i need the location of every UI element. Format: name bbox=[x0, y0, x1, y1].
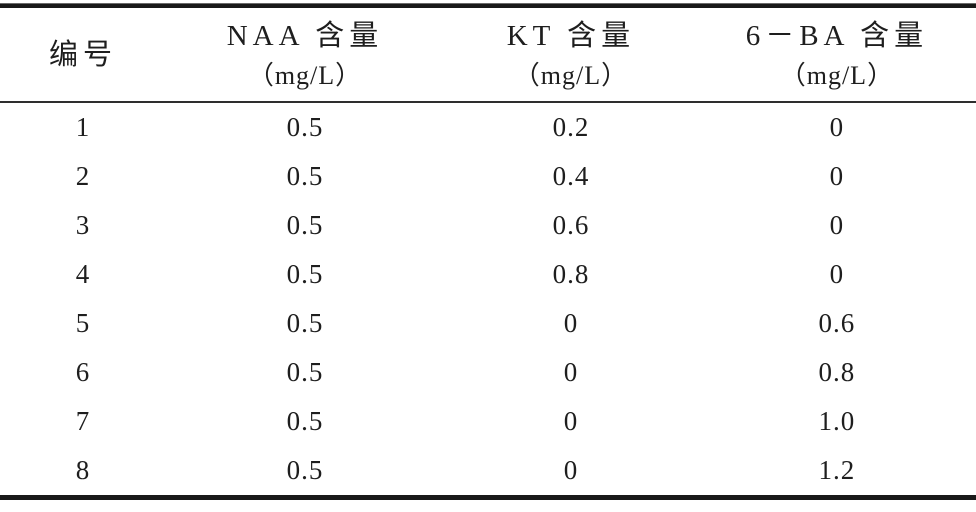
cell-ba: 0 bbox=[829, 210, 845, 240]
cell-naa: 0.5 bbox=[286, 406, 324, 436]
cell-naa: 0.5 bbox=[286, 112, 324, 142]
cell-id: 3 bbox=[75, 210, 91, 240]
cell-id: 7 bbox=[75, 406, 91, 436]
cell-kt: 0 bbox=[563, 357, 579, 387]
cell-naa: 0.5 bbox=[286, 210, 324, 240]
table-row: 2 0.5 0.4 0 bbox=[0, 152, 976, 201]
cell-kt: 0.4 bbox=[552, 161, 590, 191]
header-kt-label: KT 含量 bbox=[506, 19, 636, 52]
cell-ba: 0 bbox=[829, 161, 845, 191]
table-row: 8 0.5 0 1.2 bbox=[0, 446, 976, 495]
header-cell-id: 编号 bbox=[0, 8, 166, 103]
cell-naa: 0.5 bbox=[286, 308, 324, 338]
cell-naa: 0.5 bbox=[286, 357, 324, 387]
cell-ba: 0.8 bbox=[818, 357, 856, 387]
cell-kt: 0 bbox=[563, 406, 579, 436]
cell-kt: 0.6 bbox=[552, 210, 590, 240]
header-ba-unit: （mg/L） bbox=[779, 60, 895, 90]
table-row: 1 0.5 0.2 0 bbox=[0, 102, 976, 152]
cell-id: 4 bbox=[75, 259, 91, 289]
header-naa-label: NAA 含量 bbox=[226, 19, 384, 52]
cell-ba: 1.0 bbox=[818, 406, 856, 436]
cell-naa: 0.5 bbox=[286, 259, 324, 289]
cell-id: 1 bbox=[75, 112, 91, 142]
table-row: 6 0.5 0 0.8 bbox=[0, 348, 976, 397]
header-cell-kt: KT 含量 （mg/L） bbox=[444, 8, 698, 103]
header-id-label: 编号 bbox=[48, 38, 117, 71]
cell-ba: 1.2 bbox=[818, 455, 856, 485]
cell-ba: 0 bbox=[829, 259, 845, 289]
cell-ba: 0.6 bbox=[818, 308, 856, 338]
table-row: 5 0.5 0 0.6 bbox=[0, 299, 976, 348]
cell-kt: 0 bbox=[563, 308, 579, 338]
table-body: 1 0.5 0.2 0 2 0.5 0.4 0 3 0.5 0.6 0 4 0.5 0.8 0 5 0.5 0 0.6… bbox=[0, 102, 976, 495]
header-naa-unit: （mg/L） bbox=[247, 60, 363, 90]
table-row: 3 0.5 0.6 0 bbox=[0, 201, 976, 250]
cell-ba: 0 bbox=[829, 112, 845, 142]
table-row: 7 0.5 0 1.0 bbox=[0, 397, 976, 446]
cell-id: 8 bbox=[75, 455, 91, 485]
header-row: 编号 NAA 含量 （mg/L） KT 含量 （mg/L） 6－BA 含量 （m… bbox=[0, 8, 976, 103]
table-top-rule bbox=[0, 3, 976, 8]
header-ba-label: 6－BA 含量 bbox=[745, 19, 929, 52]
cell-naa: 0.5 bbox=[286, 455, 324, 485]
cell-naa: 0.5 bbox=[286, 161, 324, 191]
cell-kt: 0.2 bbox=[552, 112, 590, 142]
cell-id: 6 bbox=[75, 357, 91, 387]
table-row: 4 0.5 0.8 0 bbox=[0, 250, 976, 299]
cell-kt: 0 bbox=[563, 455, 579, 485]
table-header: 编号 NAA 含量 （mg/L） KT 含量 （mg/L） 6－BA 含量 （m… bbox=[0, 8, 976, 103]
table-bottom-rule bbox=[0, 495, 976, 500]
cell-kt: 0.8 bbox=[552, 259, 590, 289]
header-kt-unit: （mg/L） bbox=[513, 60, 629, 90]
header-cell-naa: NAA 含量 （mg/L） bbox=[165, 8, 445, 103]
treatment-table: 编号 NAA 含量 （mg/L） KT 含量 （mg/L） 6－BA 含量 （m… bbox=[0, 8, 976, 495]
header-cell-ba: 6－BA 含量 （mg/L） bbox=[697, 8, 976, 103]
cell-id: 2 bbox=[75, 161, 91, 191]
cell-id: 5 bbox=[75, 308, 91, 338]
